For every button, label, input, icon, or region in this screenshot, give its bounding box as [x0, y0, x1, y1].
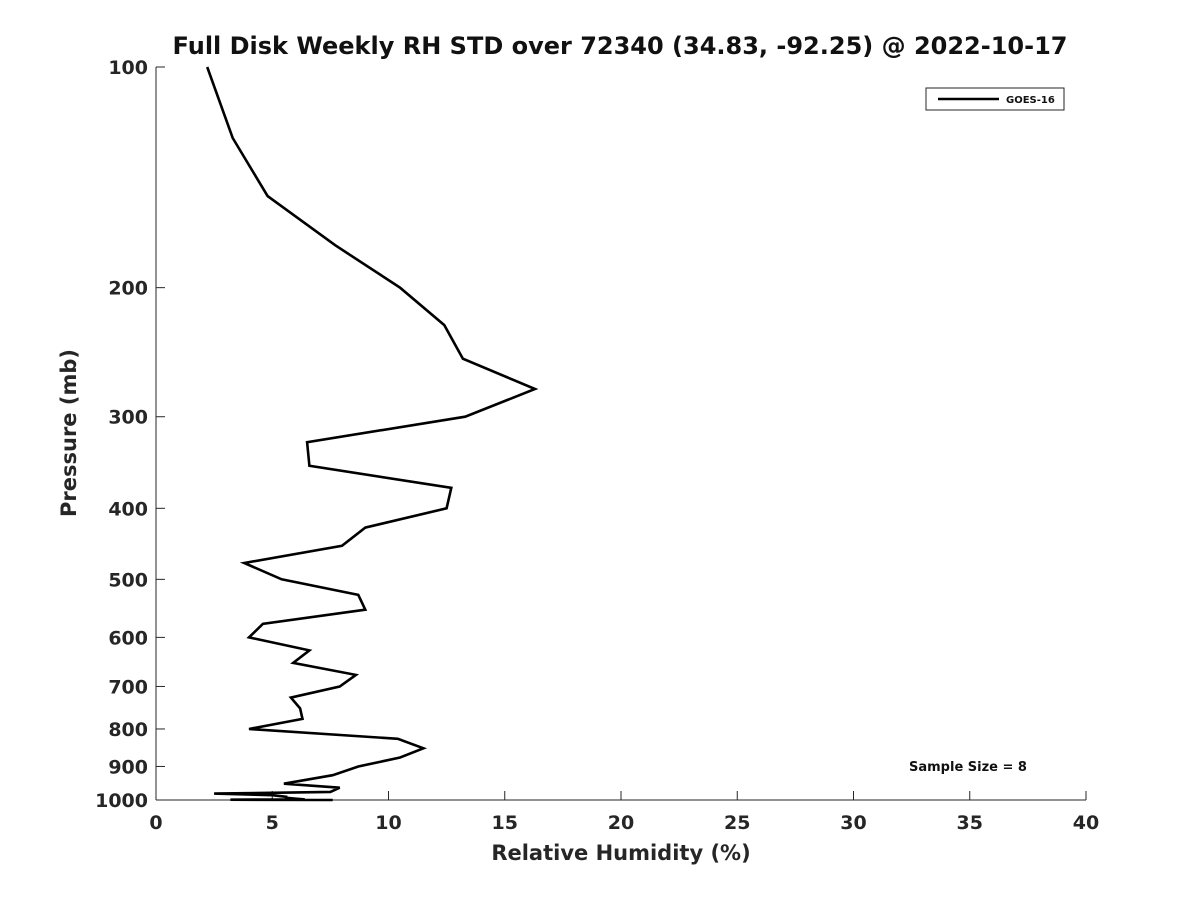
y-tick-label: 1000 — [95, 790, 148, 812]
x-tick-label: 5 — [266, 812, 279, 834]
x-tick-label: 20 — [608, 812, 634, 834]
chart-title: Full Disk Weekly RH STD over 72340 (34.8… — [173, 32, 1068, 60]
y-axis-label: Pressure (mb) — [57, 349, 81, 517]
legend-label-goes-16: GOES-16 — [1006, 95, 1055, 106]
y-tick-label: 900 — [108, 756, 148, 778]
y-tick-label: 300 — [108, 407, 148, 429]
sample-size-annotation: Sample Size = 8 — [909, 760, 1027, 775]
y-tick-label: 700 — [108, 676, 148, 698]
y-tick-label: 200 — [108, 278, 148, 300]
y-tick-label: 600 — [108, 627, 148, 649]
y-tick-label: 400 — [108, 498, 148, 520]
x-tick-label: 0 — [149, 812, 162, 834]
legend: GOES-16 — [925, 87, 1065, 111]
y-tick-label: 100 — [108, 57, 148, 79]
x-tick-label: 35 — [957, 812, 983, 834]
y-tick-label: 500 — [108, 569, 148, 591]
goes-16-series-line — [205, 66, 539, 802]
y-tick-label: 800 — [108, 719, 148, 741]
x-tick-label: 15 — [492, 812, 518, 834]
x-tick-label: 30 — [840, 812, 866, 834]
x-axis-label: Relative Humidity (%) — [491, 841, 750, 865]
x-tick-label: 10 — [375, 812, 401, 834]
x-axis-ticks: 0 5 10 15 20 25 30 35 40 — [149, 791, 1099, 834]
x-tick-label: 25 — [724, 812, 750, 834]
y-axis-ticks: 100 200 300 400 500 600 700 800 900 1000 — [95, 57, 165, 812]
x-tick-label: 40 — [1073, 812, 1099, 834]
